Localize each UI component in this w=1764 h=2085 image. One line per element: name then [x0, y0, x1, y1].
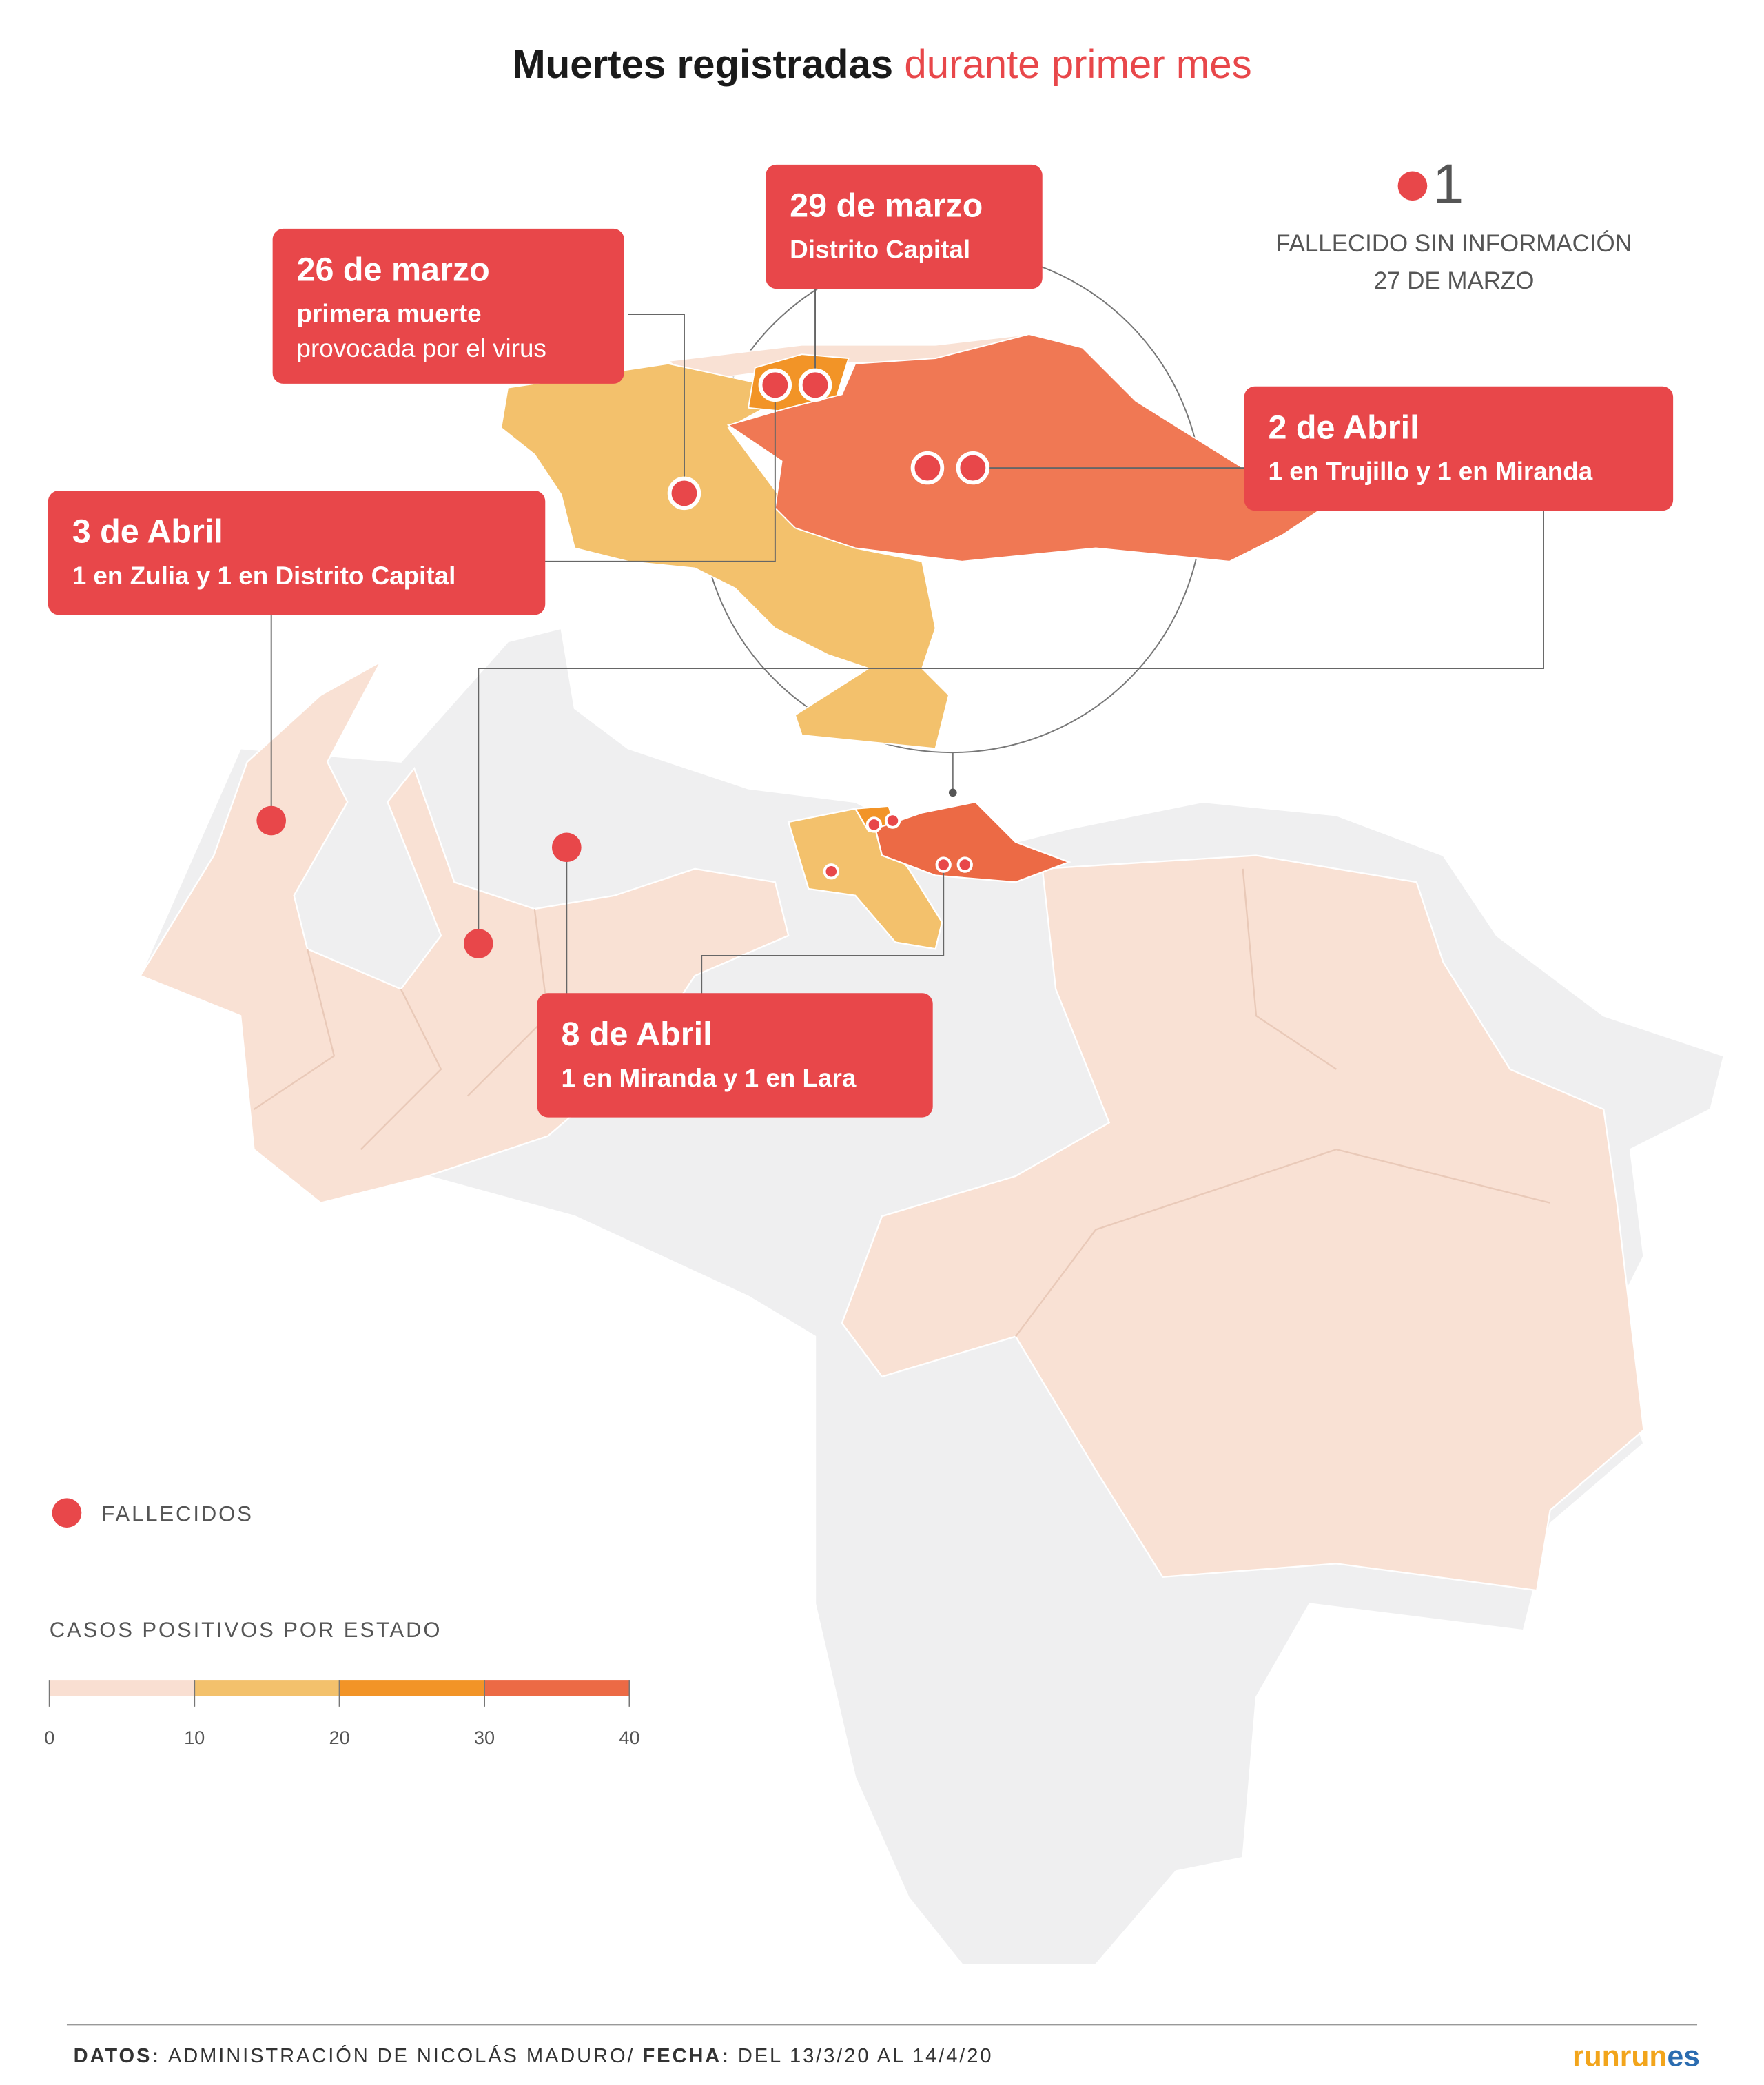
death-markers — [256, 368, 990, 958]
date-label: FECHA: — [643, 2045, 730, 2067]
connector — [541, 387, 776, 562]
legend-scale: 0 10 20 30 40 — [44, 1680, 640, 1748]
death-marker — [256, 805, 287, 836]
scale-segment — [194, 1680, 340, 1696]
death-marker — [884, 812, 901, 829]
callouts: 29 de marzo Distrito Capital 26 de marzo pr… — [48, 164, 1674, 1118]
small-state-red — [874, 801, 1071, 883]
title: Muertes registradas durante primer mes — [512, 42, 1251, 87]
connectors — [270, 280, 1544, 996]
callout-line: 1 en Zulia y 1 en Distrito Capital — [72, 562, 456, 590]
callout-line: 1 en Trujillo y 1 en Miranda — [1268, 458, 1592, 486]
death-marker — [463, 929, 493, 958]
connector — [701, 865, 945, 996]
callout-box — [537, 993, 933, 1118]
callout-box — [48, 491, 546, 615]
inset — [500, 249, 1324, 797]
legend-death-label: FALLECIDOS — [101, 1501, 253, 1526]
brand-end: es — [1667, 2040, 1699, 2073]
connector — [478, 508, 1544, 943]
unknown-death-count: 1 — [1433, 153, 1464, 216]
scale-segment — [484, 1680, 630, 1696]
unknown-death-label: FALLECIDO SIN INFORMACIÓN — [1275, 230, 1632, 257]
callout-line: provocada por el virus — [297, 334, 546, 362]
scale-tick-label: 30 — [474, 1727, 495, 1748]
callout-box — [766, 164, 1043, 289]
title-highlight: durante primer mes — [904, 42, 1251, 87]
inset-pointer-dot — [948, 788, 957, 797]
callout-date: 29 de marzo — [790, 187, 983, 224]
callout-line: Distrito Capital — [790, 236, 970, 264]
footer-text: DATOS: ADMINISTRACIÓN DE NICOLÁS MADURO/… — [74, 2044, 994, 2067]
region-east — [841, 854, 1645, 1592]
unknown-death-marker — [1397, 171, 1428, 201]
brand-main: runrun — [1572, 2040, 1667, 2073]
scale-segment — [339, 1680, 485, 1696]
death-marker — [667, 476, 701, 511]
callout: 8 de Abril 1 en Miranda y 1 en Lara — [537, 993, 933, 1118]
death-marker — [956, 451, 990, 485]
death-marker — [758, 368, 792, 402]
source-label: DATOS: — [74, 2045, 161, 2067]
scale-tick-label: 0 — [44, 1727, 54, 1748]
source: ADMINISTRACIÓN DE NICOLÁS MADURO/ — [168, 2044, 635, 2067]
scale-tick-label: 10 — [184, 1727, 205, 1748]
legend-scale-title: CASOS POSITIVOS POR ESTADO — [50, 1618, 442, 1642]
death-marker — [935, 856, 952, 873]
callout: 26 de marzo primera muerte provocada por e… — [272, 228, 624, 384]
title-main: Muertes registradas — [512, 42, 893, 87]
death-marker — [865, 816, 883, 833]
callout-box — [1244, 386, 1674, 511]
death-marker — [910, 451, 945, 485]
callout-date: 26 de marzo — [297, 251, 490, 289]
scale-tick-label: 20 — [329, 1727, 350, 1748]
callout: 3 de Abril 1 en Zulia y 1 en Distrito Cap… — [48, 491, 546, 615]
region-east-divider — [1015, 868, 1550, 1337]
legend-death-marker — [52, 1498, 82, 1528]
callout-date: 2 de Abril — [1268, 409, 1419, 446]
callout: 2 de Abril 1 en Trujillo y 1 en Miranda — [1244, 386, 1674, 511]
death-marker — [956, 856, 973, 873]
death-marker — [551, 832, 582, 863]
scale-segment — [49, 1680, 195, 1696]
callout-date: 8 de Abril — [562, 1016, 712, 1053]
inset-yellow — [500, 362, 950, 750]
callout-line: primera muerte — [297, 300, 482, 328]
date-range: DEL 13/3/20 AL 14/4/20 — [738, 2045, 994, 2067]
unknown-death-date: 27 DE MARZO — [1374, 267, 1535, 294]
death-marker — [823, 863, 839, 880]
callout-box — [272, 228, 624, 384]
scale-tick-label: 40 — [619, 1727, 639, 1748]
death-marker — [798, 368, 832, 402]
callout: 29 de marzo Distrito Capital — [766, 164, 1043, 289]
callout-date: 3 de Abril — [72, 513, 223, 551]
brand: runrunes — [1572, 2040, 1700, 2073]
connector — [628, 314, 685, 492]
map — [139, 627, 1725, 1966]
callout-line: 1 en Miranda y 1 en Lara — [562, 1064, 857, 1092]
